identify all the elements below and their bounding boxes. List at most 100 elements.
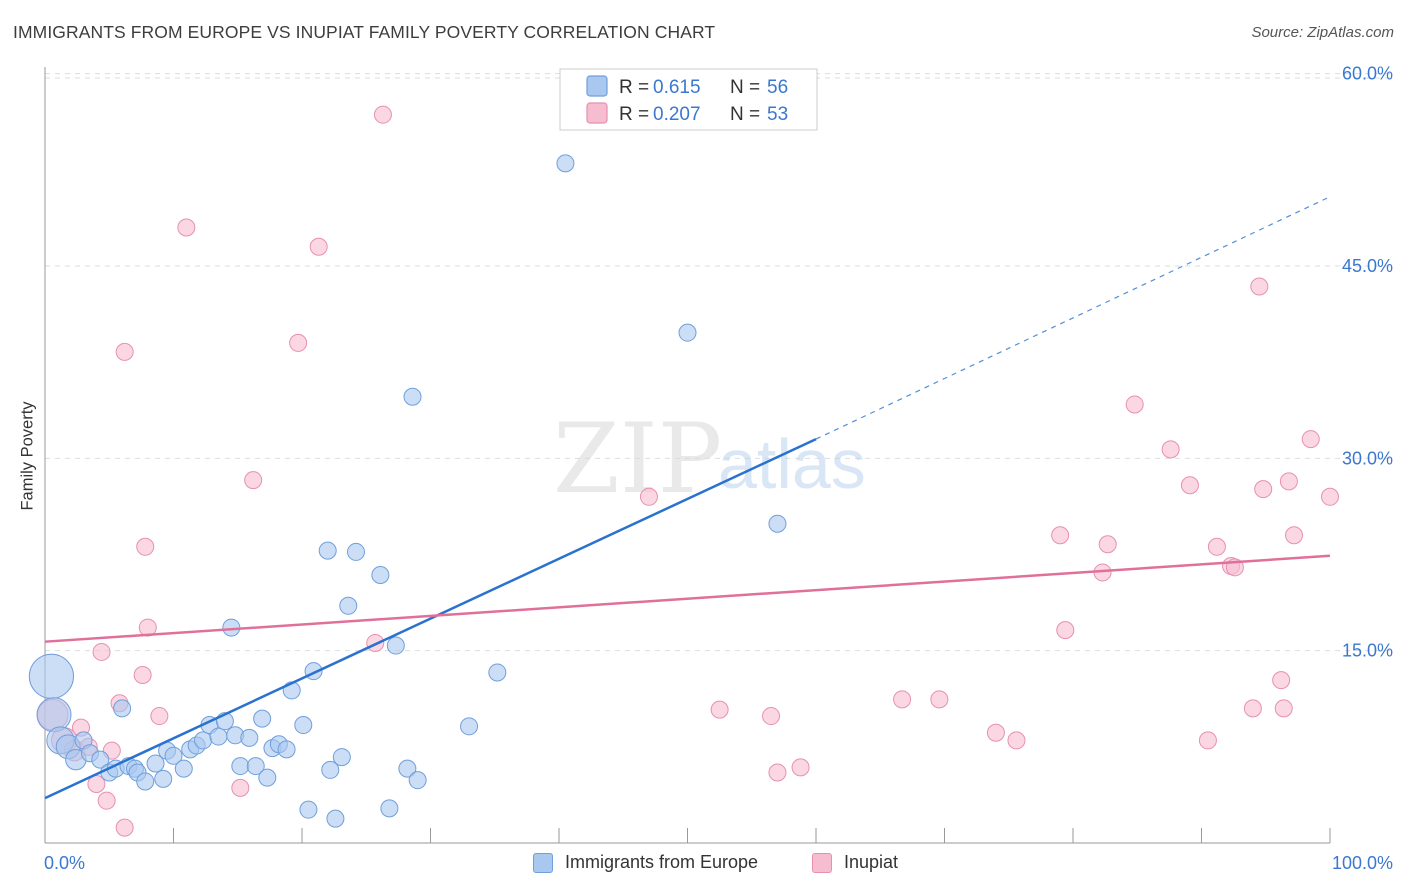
point-europe <box>408 771 427 790</box>
legend-label-inupiat: Inupiat <box>844 852 899 872</box>
legend-bottom: Immigrants from Europe Inupiat <box>0 852 1406 878</box>
legend-r-label: R = <box>619 104 649 125</box>
point-europe <box>277 740 296 759</box>
point-inupiat <box>762 707 781 726</box>
legend-item-europe[interactable]: Immigrants from Europe <box>533 852 758 873</box>
legend-swatch-europe <box>533 852 553 873</box>
legend-n-value: 56 <box>767 77 788 98</box>
legend-swatch <box>586 75 608 97</box>
series-europe-points <box>28 154 787 828</box>
point-inupiat <box>115 818 134 837</box>
point-europe <box>678 323 697 342</box>
y-tick-label: 45.0% <box>1342 256 1393 276</box>
trend-line-inupiat <box>44 554 1331 643</box>
point-inupiat <box>231 778 250 797</box>
legend-top: R = 0.615 N = 56 R = 0.207 N = 53 <box>559 68 818 131</box>
point-inupiat <box>639 487 658 506</box>
source-label: Source: ZipAtlas.com <box>1251 24 1394 41</box>
point-europe <box>488 663 507 682</box>
point-inupiat <box>115 342 134 361</box>
point-inupiat <box>1274 699 1293 718</box>
y-tick-label: 60.0% <box>1342 64 1393 84</box>
watermark-atlas: atlas <box>718 425 866 503</box>
legend-swatch <box>586 102 608 124</box>
point-europe <box>346 542 365 561</box>
point-europe <box>339 596 358 615</box>
point-inupiat <box>1198 731 1217 750</box>
point-europe <box>460 717 479 736</box>
point-europe <box>136 772 155 791</box>
point-inupiat <box>136 537 155 556</box>
point-europe <box>386 636 405 655</box>
point-europe <box>253 709 272 728</box>
point-europe <box>371 566 390 585</box>
legend-n-value: 53 <box>767 104 788 125</box>
point-europe <box>246 757 265 776</box>
legend-item-inupiat[interactable]: Inupiat <box>812 852 898 873</box>
point-europe <box>299 800 318 819</box>
point-europe <box>403 387 422 406</box>
point-inupiat <box>1051 526 1070 545</box>
point-europe <box>556 154 575 173</box>
point-inupiat <box>1007 731 1026 750</box>
trend-line-europe <box>44 437 817 800</box>
point-inupiat <box>1056 621 1075 640</box>
point-europe <box>209 727 228 746</box>
y-tick-label: 15.0% <box>1342 641 1393 661</box>
point-inupiat <box>1250 277 1269 296</box>
point-inupiat <box>133 666 152 685</box>
point-europe <box>321 760 340 779</box>
point-inupiat <box>373 105 392 124</box>
point-inupiat <box>1254 480 1273 499</box>
point-europe <box>154 769 173 788</box>
tick-labels: 15.0% 30.0% 45.0% 60.0% 0.0% 100.0% <box>44 64 1393 873</box>
y-tick-label: 30.0% <box>1342 448 1393 468</box>
legend-r-value: 0.615 <box>653 77 701 98</box>
point-europe <box>240 728 259 747</box>
point-europe <box>194 731 213 750</box>
point-europe <box>294 716 313 735</box>
watermark-zip: ZIP <box>553 403 722 515</box>
point-inupiat <box>1243 699 1262 718</box>
point-inupiat <box>930 690 949 709</box>
point-inupiat <box>1285 526 1304 545</box>
point-europe <box>768 514 787 533</box>
point-inupiat <box>1125 395 1144 414</box>
point-inupiat <box>1180 476 1199 495</box>
point-europe <box>398 759 417 778</box>
point-inupiat <box>1272 671 1291 690</box>
point-europe <box>231 757 250 776</box>
point-inupiat <box>92 642 111 661</box>
point-europe <box>326 809 345 828</box>
trend-lines <box>44 196 1331 800</box>
point-europe <box>380 799 399 818</box>
legend-n-label: N = <box>730 77 760 98</box>
point-inupiat <box>893 690 912 709</box>
trend-line-europe-extension <box>815 196 1331 440</box>
point-inupiat <box>791 758 810 777</box>
legend-label-europe: Immigrants from Europe <box>565 852 759 872</box>
point-europe <box>91 750 110 769</box>
point-inupiat <box>289 333 308 352</box>
point-inupiat <box>768 763 787 782</box>
legend-swatch-inupiat <box>812 852 832 873</box>
point-inupiat <box>1321 487 1339 506</box>
point-europe <box>332 748 351 767</box>
point-inupiat <box>1207 537 1226 556</box>
point-europe <box>174 759 193 778</box>
legend-r-label: R = <box>619 77 649 98</box>
chart-title: IMMIGRANTS FROM EUROPE VS INUPIAT FAMILY… <box>13 22 716 42</box>
point-europe <box>36 697 72 733</box>
point-europe <box>113 699 132 718</box>
point-europe <box>318 541 337 560</box>
point-inupiat <box>138 618 157 637</box>
point-inupiat <box>244 471 263 490</box>
point-inupiat <box>97 791 116 810</box>
x-tick-label: 100.0% <box>1332 853 1393 873</box>
point-inupiat <box>710 700 729 719</box>
point-inupiat <box>1301 430 1320 449</box>
x-tick-label: 0.0% <box>44 853 85 873</box>
point-inupiat <box>309 237 328 256</box>
